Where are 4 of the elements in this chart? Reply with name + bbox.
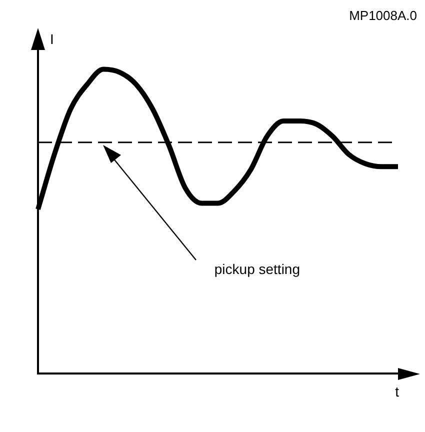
- text: MP1008A.0: [349, 8, 417, 24]
- y-axis-title: I: [50, 30, 54, 47]
- x-axis-title: t: [395, 383, 400, 400]
- ref-line-label: pickup setting: [214, 261, 300, 278]
